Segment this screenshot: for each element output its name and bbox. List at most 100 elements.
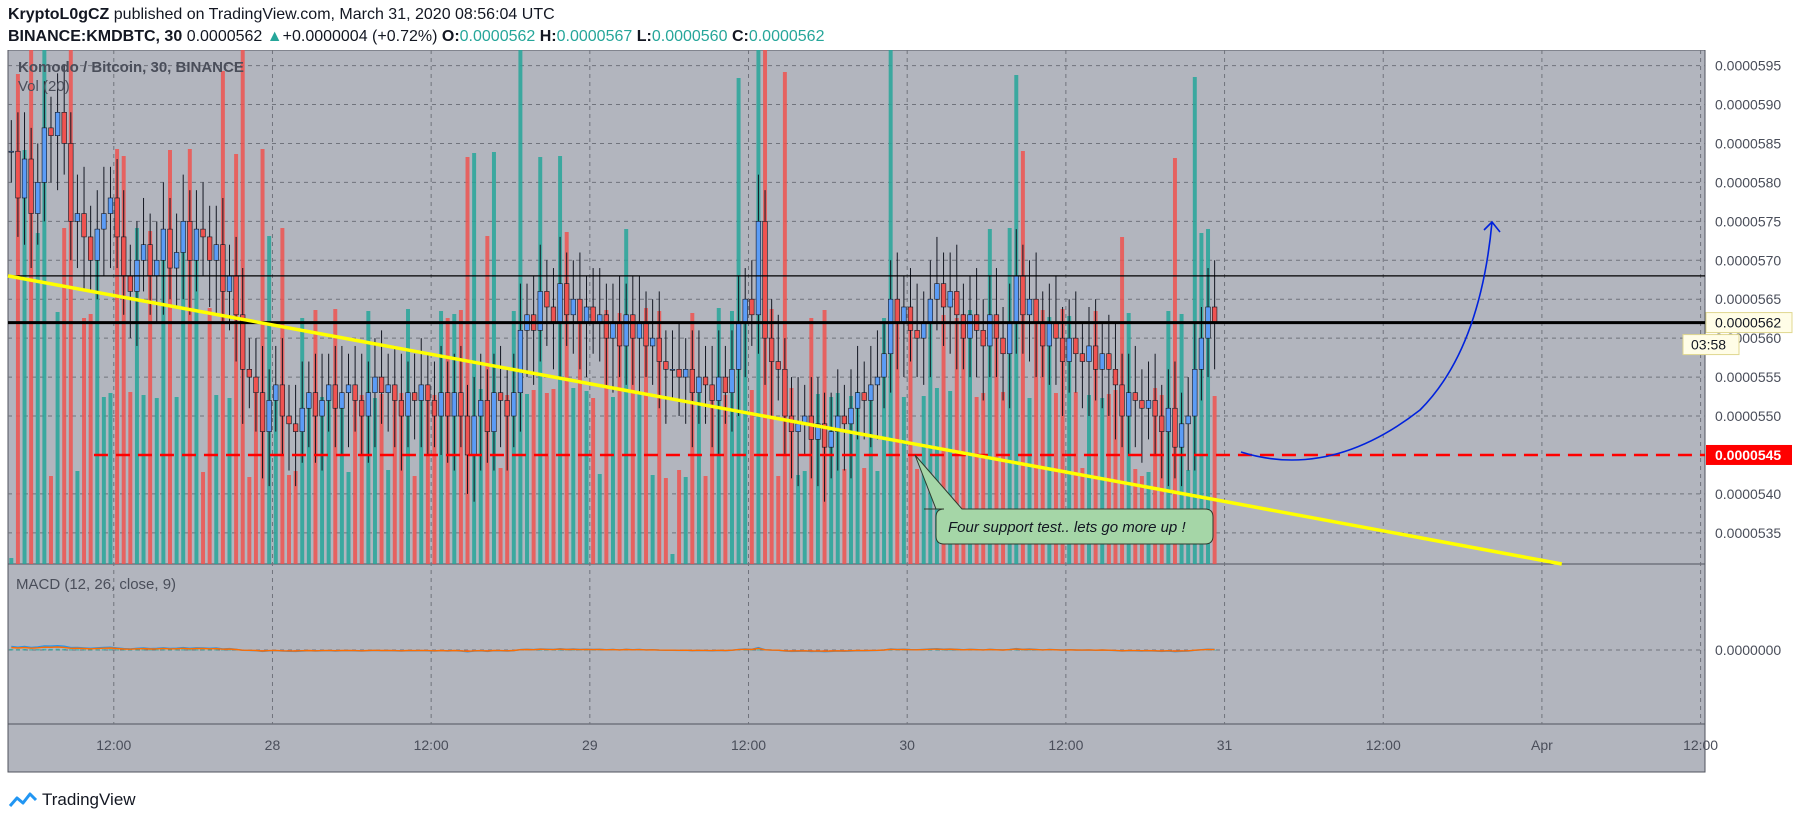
signal-line xyxy=(11,646,1215,653)
time-tick-label: 12:00 xyxy=(731,737,766,753)
volume-bar xyxy=(670,554,675,564)
volume-bar xyxy=(981,393,986,564)
candle-body xyxy=(762,221,768,339)
tradingview-logo[interactable]: TradingView xyxy=(8,790,136,810)
candle-body xyxy=(61,112,67,144)
candle-body xyxy=(81,213,87,238)
volume-bar xyxy=(253,393,258,564)
volume-bar xyxy=(637,392,642,564)
volume-bar xyxy=(961,314,966,564)
volume-bar xyxy=(544,393,549,564)
candle-body xyxy=(471,415,477,456)
candle-body xyxy=(1198,337,1205,370)
macd-histogram-bar xyxy=(128,649,133,651)
macd-histogram-bar xyxy=(207,649,212,651)
time-tick-label: 29 xyxy=(582,737,598,753)
volume-bar xyxy=(1153,388,1158,564)
candle-body xyxy=(676,369,682,378)
candle-body xyxy=(544,291,550,308)
author-name[interactable]: KryptoL0gCZ xyxy=(8,6,110,23)
volume-bar xyxy=(1093,311,1098,564)
candle-body xyxy=(722,376,728,393)
candle-body xyxy=(319,400,325,417)
volume-bar xyxy=(855,392,860,564)
chart-container[interactable]: 0.0000595 0.0000590 0.0000585 0.0000580 0.00… xyxy=(0,0,1805,783)
candle-body xyxy=(220,244,226,292)
volume-bar xyxy=(723,395,728,564)
candle-body xyxy=(616,322,623,347)
macd-histogram-bar xyxy=(88,649,93,651)
last-price: 0.0000562 xyxy=(186,28,263,45)
candle-body xyxy=(48,127,54,136)
candle-body xyxy=(121,236,127,277)
candle-body xyxy=(180,221,186,253)
volume-bar xyxy=(968,310,972,564)
time-tick-label: 12:00 xyxy=(414,737,449,753)
volume-bar xyxy=(187,149,192,564)
candle-body xyxy=(1178,423,1185,448)
candle-body xyxy=(167,228,173,269)
volume-bar xyxy=(769,309,774,564)
volume-bar xyxy=(650,475,655,564)
candle-body xyxy=(689,369,695,393)
volume-bar xyxy=(710,392,715,564)
volume-bar xyxy=(868,395,873,564)
volume-bar xyxy=(1087,395,1091,564)
candle-body xyxy=(808,415,814,440)
macd-histogram-bar xyxy=(1212,649,1217,651)
candle-body xyxy=(894,298,900,323)
ohlc-line: BINANCE:KMDBTC, 30 0.0000562 ▲+0.0000004… xyxy=(8,28,824,46)
macd-histogram-bar xyxy=(181,649,186,651)
candle-body xyxy=(1192,369,1198,417)
volume-bar xyxy=(743,314,748,564)
volume-bar xyxy=(954,318,959,564)
candle-body xyxy=(246,369,252,378)
volume-bar xyxy=(776,476,781,564)
price-tick-label: 0.0000570 xyxy=(1715,252,1781,268)
candle-body xyxy=(484,400,490,432)
candle-body xyxy=(306,392,312,409)
annotation-callout[interactable]: Four support test.. lets go more up ! xyxy=(914,454,1214,545)
candle-body xyxy=(253,376,259,393)
macd-histogram-bar xyxy=(538,649,543,651)
macd-axis-label: 0.0000000 xyxy=(1715,642,1781,658)
candle-body xyxy=(140,244,147,261)
candle-body xyxy=(259,392,266,432)
candle-body xyxy=(848,407,854,425)
time-tick-label: 12:00 xyxy=(1366,737,1401,753)
candle-body xyxy=(921,322,927,339)
candle-body xyxy=(345,384,352,393)
macd-histogram-bar xyxy=(465,650,470,652)
price-tick-label: 0.0000540 xyxy=(1715,486,1781,502)
volume-bar xyxy=(1073,392,1078,564)
macd-histogram-bar xyxy=(22,648,27,651)
macd-histogram-bar xyxy=(161,649,166,651)
volume-bar xyxy=(842,469,847,564)
candle-body xyxy=(550,306,557,323)
macd-histogram-bar xyxy=(101,649,106,651)
chart-svg[interactable]: 0.0000595 0.0000590 0.0000585 0.0000580 0.00… xyxy=(0,0,1805,778)
volume-bar xyxy=(181,233,186,564)
volume-bar xyxy=(518,0,523,564)
volume-bar xyxy=(875,471,880,564)
candle-body xyxy=(934,283,940,300)
candle-body xyxy=(173,252,180,269)
volume-bar xyxy=(48,476,53,564)
brand-name: TradingView xyxy=(42,790,136,809)
candle-body xyxy=(755,221,762,316)
volume-bar xyxy=(921,396,926,564)
pane-title: Komodo / Bitcoin, 30, BINANCE xyxy=(18,59,244,76)
candle-body xyxy=(1053,322,1059,339)
candle-body xyxy=(1033,298,1039,323)
volume-bar xyxy=(1053,393,1058,564)
volume-bar xyxy=(703,476,708,564)
price-tick-label: 0.0000585 xyxy=(1715,135,1781,151)
candle-body xyxy=(716,376,722,401)
volume-bar xyxy=(134,228,139,564)
yellow-trendline xyxy=(7,274,1563,566)
volume-bar xyxy=(273,392,278,564)
candle-body xyxy=(881,353,887,378)
candle-body xyxy=(213,244,219,261)
low-label: L: xyxy=(636,28,652,45)
volume-bar xyxy=(597,474,602,564)
